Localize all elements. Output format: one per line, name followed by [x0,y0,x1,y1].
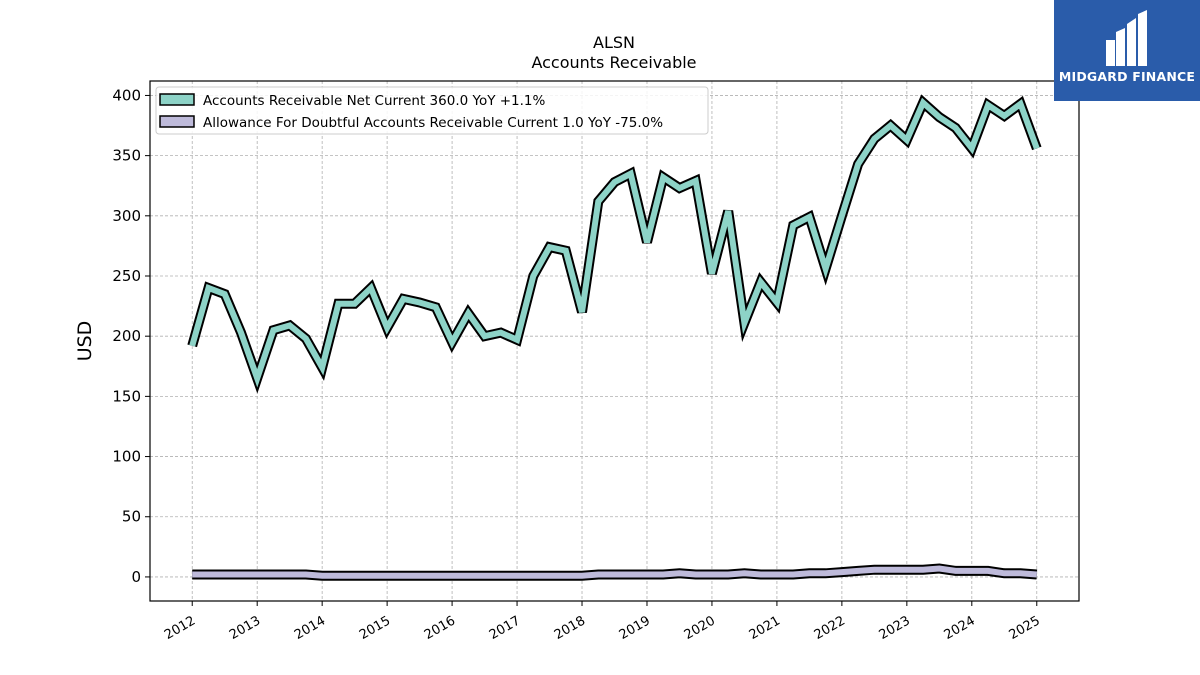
legend: Accounts Receivable Net Current 360.0 Yo… [155,86,709,135]
y-tick-label: 250 [112,267,141,285]
grid-lines [150,81,1079,601]
y-axis: 0 50 100 150 200 250 300 350 400 [112,86,150,586]
y-tick-label: 200 [112,327,141,345]
legend-label-allowance: Allowance For Doubtful Accounts Receivab… [203,115,663,131]
legend-swatch-receivable [159,93,195,106]
series-line-0 [189,97,1040,388]
x-tick-label: 2024 [942,613,978,643]
x-tick-label: 2021 [747,613,783,643]
legend-swatch-allowance [159,115,195,128]
y-tick-label: 300 [112,207,141,225]
y-tick-label: 50 [122,508,141,526]
y-tick-label: 100 [112,448,141,466]
y-tick-label: 400 [112,86,141,104]
x-tick-label: 2022 [812,613,848,643]
series-outline-0 [187,94,1042,394]
y-tick-label: 150 [112,387,141,405]
y-tick-label: 0 [131,568,141,586]
y-axis-label: USD [74,321,96,362]
brand-mark-icon [1106,10,1147,66]
x-tick-label: 2018 [552,613,588,643]
x-tick-label: 2019 [617,613,653,643]
x-axis: 2012 2013 2014 2015 2016 2017 2018 2019 2020 2021… [162,601,1043,643]
x-tick-label: 2014 [292,613,328,643]
y-tick-label: 350 [112,147,141,165]
chart-title: ALSN [593,33,635,52]
series-layer [187,94,1042,581]
x-tick-label: 2025 [1007,613,1043,643]
x-tick-label: 2016 [422,613,458,643]
chart-subtitle: Accounts Receivable [531,53,696,72]
plot-frame [149,80,1080,602]
series-line-1 [192,565,1038,579]
x-tick-label: 2023 [877,613,913,643]
x-tick-label: 2013 [227,613,263,643]
legend-label-receivable: Accounts Receivable Net Current 360.0 Yo… [203,93,546,109]
x-tick-label: 2015 [357,613,393,643]
x-tick-label: 2020 [682,613,718,643]
x-tick-label: 2012 [162,613,198,643]
legend-box [155,86,709,135]
brand-logo: MIDGARD FINANCE [1054,0,1200,101]
x-tick-label: 2017 [487,613,523,643]
brand-name: MIDGARD FINANCE [1058,69,1196,84]
